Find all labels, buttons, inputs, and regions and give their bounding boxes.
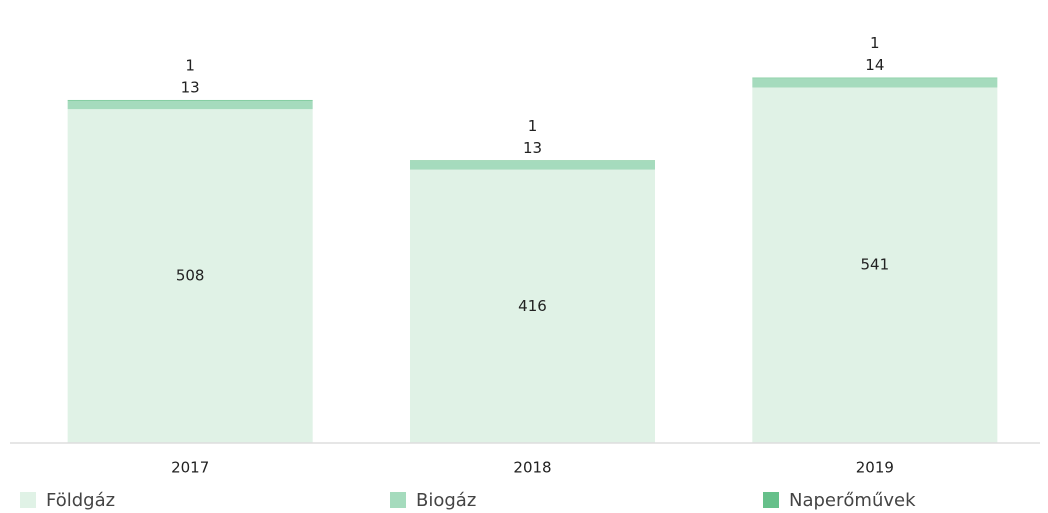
x-tick-label: 2019 <box>856 459 894 477</box>
bar-segment <box>67 109 313 444</box>
legend-label: Földgáz <box>46 490 115 511</box>
data-label: 13 <box>523 139 542 157</box>
legend-label: Naperőművek <box>789 490 916 511</box>
bar-segment <box>410 161 655 170</box>
bar-segment <box>752 87 998 443</box>
bar-segment <box>410 160 655 162</box>
data-label: 1 <box>528 117 538 135</box>
legend-swatch <box>20 492 36 508</box>
data-label: 1 <box>870 34 880 52</box>
bar-segment <box>67 100 313 110</box>
data-label: 1 <box>185 56 195 74</box>
bar-segment <box>752 77 998 79</box>
data-label: 508 <box>176 267 205 285</box>
bar-segment <box>67 99 313 101</box>
legend-label: Biogáz <box>416 490 476 511</box>
data-label: 13 <box>181 78 200 96</box>
data-label: 14 <box>865 56 884 74</box>
bar-segment <box>410 169 655 443</box>
legend-swatch <box>390 492 406 508</box>
x-tick-label: 2018 <box>513 459 551 477</box>
x-tick-label: 2017 <box>171 459 209 477</box>
legend-swatch <box>763 492 779 508</box>
bar-segment <box>752 78 998 88</box>
data-label: 541 <box>861 256 890 274</box>
data-label: 416 <box>518 297 547 315</box>
